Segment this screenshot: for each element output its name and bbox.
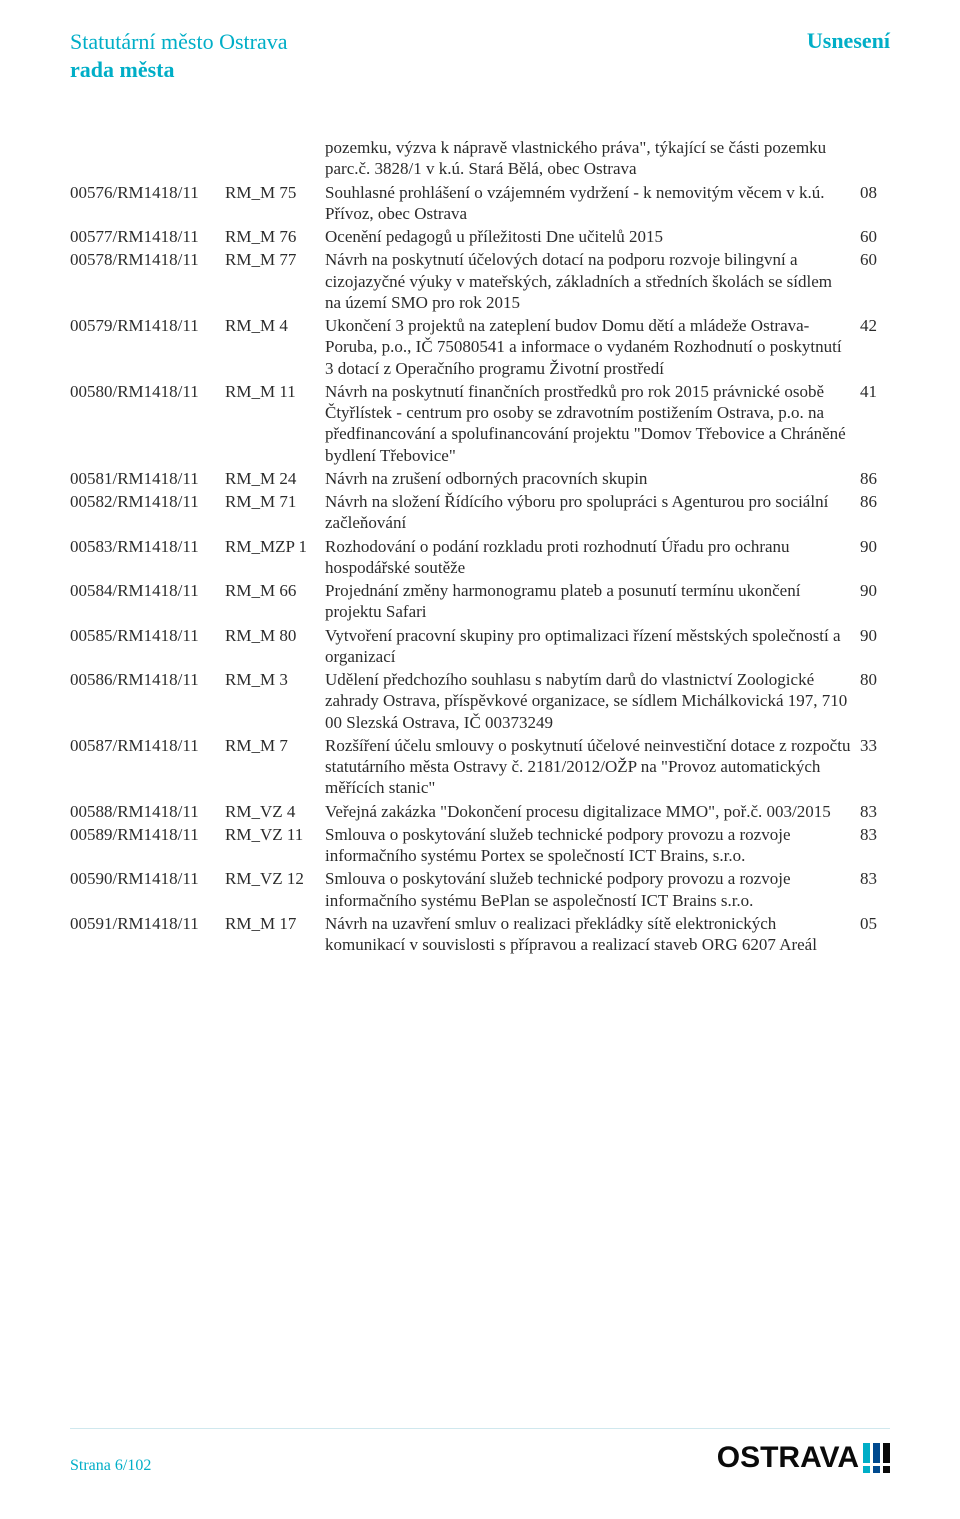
table-row: 00578/RM1418/11RM_M 77Návrh na poskytnut… (70, 249, 890, 313)
resolution-number: 60 (860, 249, 890, 270)
resolution-desc: Ukončení 3 projektů na zateplení budov D… (325, 315, 860, 379)
resolution-desc: Vytvoření pracovní skupiny pro optimaliz… (325, 625, 860, 668)
table-row: 00584/RM1418/11RM_M 66Projednání změny h… (70, 580, 890, 623)
table-row: 00583/RM1418/11RM_MZP 1Rozhodování o pod… (70, 536, 890, 579)
resolution-code: RM_M 3 (225, 669, 325, 690)
footer-rule (70, 1428, 890, 1429)
resolution-number: 90 (860, 625, 890, 646)
resolution-desc: Návrh na složení Řídícího výboru pro spo… (325, 491, 860, 534)
resolution-table: pozemku, výzva k nápravě vlastnického pr… (70, 137, 890, 955)
resolution-code: RM_M 76 (225, 226, 325, 247)
header-left: Statutární město Ostrava rada města (70, 28, 288, 83)
logo-exclamation-marks (863, 1443, 890, 1473)
table-row: 00580/RM1418/11RM_M 11Návrh na poskytnut… (70, 381, 890, 466)
resolution-number: 05 (860, 913, 890, 934)
resolution-code: RM_M 66 (225, 580, 325, 601)
resolution-desc: Projednání změny harmonogramu plateb a p… (325, 580, 860, 623)
resolution-number: 83 (860, 868, 890, 889)
resolution-code: RM_M 77 (225, 249, 325, 270)
resolution-number: 86 (860, 491, 890, 512)
resolution-number: 83 (860, 801, 890, 822)
table-row: 00585/RM1418/11RM_M 80Vytvoření pracovní… (70, 625, 890, 668)
resolution-id: 00582/RM1418/11 (70, 491, 225, 512)
resolution-id: 00578/RM1418/11 (70, 249, 225, 270)
page-footer: Strana 6/102 OSTRAVA (70, 1441, 890, 1475)
resolution-id: 00577/RM1418/11 (70, 226, 225, 247)
exclamation-icon (873, 1443, 880, 1473)
resolution-desc: Návrh na zrušení odborných pracovních sk… (325, 468, 860, 489)
table-row: 00588/RM1418/11RM_VZ 4Veřejná zakázka "D… (70, 801, 890, 822)
resolution-id: 00591/RM1418/11 (70, 913, 225, 934)
resolution-desc: Ocenění pedagogů u příležitosti Dne učit… (325, 226, 860, 247)
page-header: Statutární město Ostrava rada města Usne… (70, 28, 890, 83)
table-row: 00582/RM1418/11RM_M 71Návrh na složení Ř… (70, 491, 890, 534)
resolution-id: 00585/RM1418/11 (70, 625, 225, 646)
resolution-number: 42 (860, 315, 890, 336)
resolution-id: 00586/RM1418/11 (70, 669, 225, 690)
resolution-desc: Smlouva o poskytování služeb technické p… (325, 824, 860, 867)
resolution-code: RM_M 75 (225, 182, 325, 203)
resolution-desc: Návrh na uzavření smluv o realizaci přek… (325, 913, 860, 956)
resolution-code: RM_M 17 (225, 913, 325, 934)
resolution-id: 00581/RM1418/11 (70, 468, 225, 489)
table-row: 00589/RM1418/11RM_VZ 11Smlouva o poskyto… (70, 824, 890, 867)
header-org: Statutární město Ostrava (70, 28, 288, 56)
table-row: 00579/RM1418/11RM_M 4Ukončení 3 projektů… (70, 315, 890, 379)
header-suborg: rada města (70, 56, 288, 84)
table-row: 00581/RM1418/11RM_M 24Návrh na zrušení o… (70, 468, 890, 489)
resolution-number: 41 (860, 381, 890, 402)
resolution-id: 00584/RM1418/11 (70, 580, 225, 601)
resolution-number: 33 (860, 735, 890, 756)
resolution-desc: Udělení předchozího souhlasu s nabytím d… (325, 669, 860, 733)
resolution-desc: Rozšíření účelu smlouvy o poskytnutí úče… (325, 735, 860, 799)
resolution-code: RM_M 24 (225, 468, 325, 489)
resolution-number: 90 (860, 536, 890, 557)
resolution-id: 00589/RM1418/11 (70, 824, 225, 845)
page-number: Strana 6/102 (70, 1457, 151, 1475)
exclamation-icon (883, 1443, 890, 1473)
resolution-id: 00587/RM1418/11 (70, 735, 225, 756)
table-row: 00576/RM1418/11RM_M 75Souhlasné prohláše… (70, 182, 890, 225)
resolution-desc: Návrh na poskytnutí účelových dotací na … (325, 249, 860, 313)
table-row: 00586/RM1418/11RM_M 3Udělení předchozího… (70, 669, 890, 733)
intro-continuation: pozemku, výzva k nápravě vlastnického pr… (325, 137, 890, 180)
resolution-id: 00576/RM1418/11 (70, 182, 225, 203)
ostrava-logo: OSTRAVA (717, 1441, 890, 1475)
table-row: 00591/RM1418/11RM_M 17Návrh na uzavření … (70, 913, 890, 956)
resolution-number: 86 (860, 468, 890, 489)
resolution-number: 08 (860, 182, 890, 203)
resolution-id: 00590/RM1418/11 (70, 868, 225, 889)
resolution-code: RM_VZ 12 (225, 868, 325, 889)
exclamation-icon (863, 1443, 870, 1473)
resolution-id: 00580/RM1418/11 (70, 381, 225, 402)
table-row: 00577/RM1418/11RM_M 76Ocenění pedagogů u… (70, 226, 890, 247)
resolution-number: 90 (860, 580, 890, 601)
resolution-number: 83 (860, 824, 890, 845)
resolution-desc: Souhlasné prohlášení o vzájemném vydržen… (325, 182, 860, 225)
resolution-code: RM_M 11 (225, 381, 325, 402)
resolution-code: RM_M 71 (225, 491, 325, 512)
resolution-desc: Rozhodování o podání rozkladu proti rozh… (325, 536, 860, 579)
resolution-desc: Veřejná zakázka "Dokončení procesu digit… (325, 801, 860, 822)
resolution-code: RM_M 80 (225, 625, 325, 646)
resolution-code: RM_VZ 11 (225, 824, 325, 845)
resolution-desc: Návrh na poskytnutí finančních prostředk… (325, 381, 860, 466)
resolution-desc: Smlouva o poskytování služeb technické p… (325, 868, 860, 911)
table-row: 00590/RM1418/11RM_VZ 12Smlouva o poskyto… (70, 868, 890, 911)
resolution-code: RM_MZP 1 (225, 536, 325, 557)
resolution-code: RM_M 4 (225, 315, 325, 336)
resolution-number: 80 (860, 669, 890, 690)
resolution-id: 00588/RM1418/11 (70, 801, 225, 822)
resolution-code: RM_VZ 4 (225, 801, 325, 822)
logo-text: OSTRAVA (717, 1441, 859, 1475)
resolution-code: RM_M 7 (225, 735, 325, 756)
table-row: 00587/RM1418/11RM_M 7Rozšíření účelu sml… (70, 735, 890, 799)
resolution-number: 60 (860, 226, 890, 247)
resolution-id: 00583/RM1418/11 (70, 536, 225, 557)
resolution-id: 00579/RM1418/11 (70, 315, 225, 336)
header-doc-type: Usnesení (807, 28, 890, 54)
